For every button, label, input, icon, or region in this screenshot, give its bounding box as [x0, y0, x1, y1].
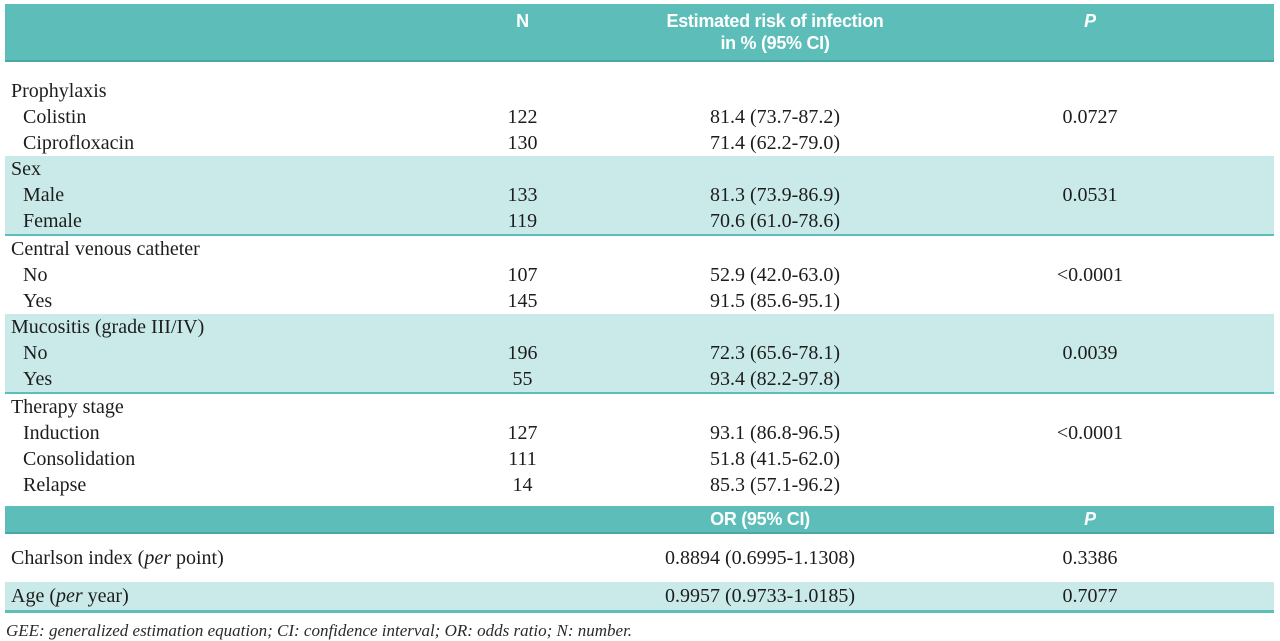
row-label: Charlson index (per point): [11, 547, 224, 569]
group-label-row: Mucositis (grade III/IV): [5, 314, 1274, 340]
risk-value: 52.9 (42.0-63.0): [710, 264, 840, 286]
table-row-charlson-index: Charlson index (per point) 0.8894 (0.699…: [5, 534, 1274, 582]
col-header-n: N: [516, 11, 529, 31]
p-value: [925, 472, 1255, 498]
n-value: 130: [507, 132, 538, 154]
risk-value: 91.5 (85.6-95.1): [710, 290, 840, 312]
p-value: [925, 130, 1255, 156]
table-header-row: N Estimated risk of infection in % (95% …: [5, 4, 1274, 62]
col-header-p2: P: [1084, 509, 1096, 529]
italic-word: per: [55, 585, 83, 607]
group-label: Sex: [11, 158, 41, 180]
row-label: Consolidation: [23, 448, 136, 470]
group-label: Prophylaxis: [11, 80, 107, 102]
p-value: [925, 208, 1255, 234]
or-header-row: OR (95% CI) P: [5, 506, 1274, 534]
p-value: 0.7077: [1062, 585, 1118, 607]
group-label-row: Therapy stage: [5, 394, 1274, 420]
row-label: Ciprofloxacin: [23, 132, 135, 154]
n-value: 133: [507, 184, 538, 206]
row-label: Female: [23, 210, 82, 232]
p-value: <0.0001: [1056, 264, 1124, 286]
p-value: <0.0001: [1056, 422, 1124, 444]
group-label: Central venous catheter: [11, 238, 200, 260]
p-value: [925, 446, 1255, 472]
risk-value: 71.4 (62.2-79.0): [710, 132, 840, 154]
n-value: 119: [507, 210, 538, 232]
table-row: No 107 52.9 (42.0-63.0) <0.0001: [5, 262, 1274, 288]
p-value: 0.0039: [1062, 342, 1118, 364]
table-row: Relapse 14 85.3 (57.1-96.2): [5, 472, 1274, 498]
risk-of-infection-table: N Estimated risk of infection in % (95% …: [5, 4, 1274, 641]
row-label: Induction: [23, 422, 100, 444]
risk-value: 70.6 (61.0-78.6): [710, 210, 840, 232]
risk-value: 81.4 (73.7-87.2): [710, 106, 840, 128]
row-label: Relapse: [23, 474, 87, 496]
risk-value: 93.4 (82.2-97.8): [710, 368, 840, 390]
row-label: Yes: [23, 290, 53, 312]
section-mucositis: Mucositis (grade III/IV) No 196 72.3 (65…: [5, 314, 1274, 394]
n-value: 145: [507, 290, 538, 312]
table-row: Consolidation 111 51.8 (41.5-62.0): [5, 446, 1274, 472]
table-row: Female 119 70.6 (61.0-78.6): [5, 208, 1274, 234]
p-value: [925, 288, 1255, 314]
row-label: No: [23, 264, 48, 286]
italic-word: per: [144, 547, 171, 569]
table-row-age: Age (per year) 0.9957 (0.9733-1.0185) 0.…: [5, 582, 1274, 613]
row-label: Yes: [23, 368, 53, 390]
p-value: 0.0531: [1062, 184, 1118, 206]
table-row: Colistin 122 81.4 (73.7-87.2) 0.0727: [5, 104, 1274, 130]
col-header-risk-line2: in % (95% CI): [720, 33, 830, 53]
row-label: Male: [23, 184, 65, 206]
section-divider: [5, 498, 1274, 506]
risk-value: 93.1 (86.8-96.5): [710, 422, 840, 444]
risk-value: 72.3 (65.6-78.1): [710, 342, 840, 364]
row-label: Age (per year): [11, 585, 129, 607]
n-value: 55: [512, 368, 533, 390]
group-label-row: Central venous catheter: [5, 236, 1274, 262]
row-label: Colistin: [23, 106, 87, 128]
col-header-risk: Estimated risk of infection in % (95% CI…: [625, 10, 925, 60]
section-prophylaxis: Prophylaxis Colistin 122 81.4 (73.7-87.2…: [5, 62, 1274, 156]
risk-value: 85.3 (57.1-96.2): [710, 474, 840, 496]
table-row: No 196 72.3 (65.6-78.1) 0.0039: [5, 340, 1274, 366]
group-label-row: Sex: [5, 156, 1274, 182]
group-label-row: Prophylaxis: [5, 78, 1274, 104]
row-label: No: [23, 342, 48, 364]
col-header-p: P: [1084, 11, 1096, 31]
n-value: 111: [508, 448, 537, 470]
n-value: 122: [507, 106, 538, 128]
col-header-or: OR (95% CI): [710, 509, 810, 529]
table-footnote: GEE: generalized estimation equation; CI…: [6, 621, 633, 640]
or-value: 0.9957 (0.9733-1.0185): [665, 585, 855, 607]
n-value: 107: [507, 264, 538, 286]
col-header-variable: [5, 10, 420, 60]
p-value: 0.3386: [1062, 547, 1118, 569]
p-value: 0.0727: [1062, 106, 1118, 128]
col-header-risk-line1: Estimated risk of infection: [666, 11, 884, 31]
section-therapy-stage: Therapy stage Induction 127 93.1 (86.8-9…: [5, 394, 1274, 498]
n-value: 196: [507, 342, 538, 364]
table-row: Induction 127 93.1 (86.8-96.5) <0.0001: [5, 420, 1274, 446]
table-row: Yes 145 91.5 (85.6-95.1): [5, 288, 1274, 314]
section-sex: Sex Male 133 81.3 (73.9-86.9) 0.0531 Fem…: [5, 156, 1274, 236]
risk-value: 81.3 (73.9-86.9): [710, 184, 840, 206]
risk-value: 51.8 (41.5-62.0): [710, 448, 840, 470]
table-row: Male 133 81.3 (73.9-86.9) 0.0531: [5, 182, 1274, 208]
group-label: Mucositis (grade III/IV): [11, 316, 205, 338]
group-label: Therapy stage: [11, 396, 124, 418]
n-value: 14: [512, 474, 533, 496]
table-row: Yes 55 93.4 (82.2-97.8): [5, 366, 1274, 392]
or-value: 0.8894 (0.6995-1.1308): [665, 547, 855, 569]
section-central-venous-catheter: Central venous catheter No 107 52.9 (42.…: [5, 236, 1274, 314]
table-row: Ciprofloxacin 130 71.4 (62.2-79.0): [5, 130, 1274, 156]
n-value: 127: [507, 422, 538, 444]
p-value: [925, 366, 1255, 392]
